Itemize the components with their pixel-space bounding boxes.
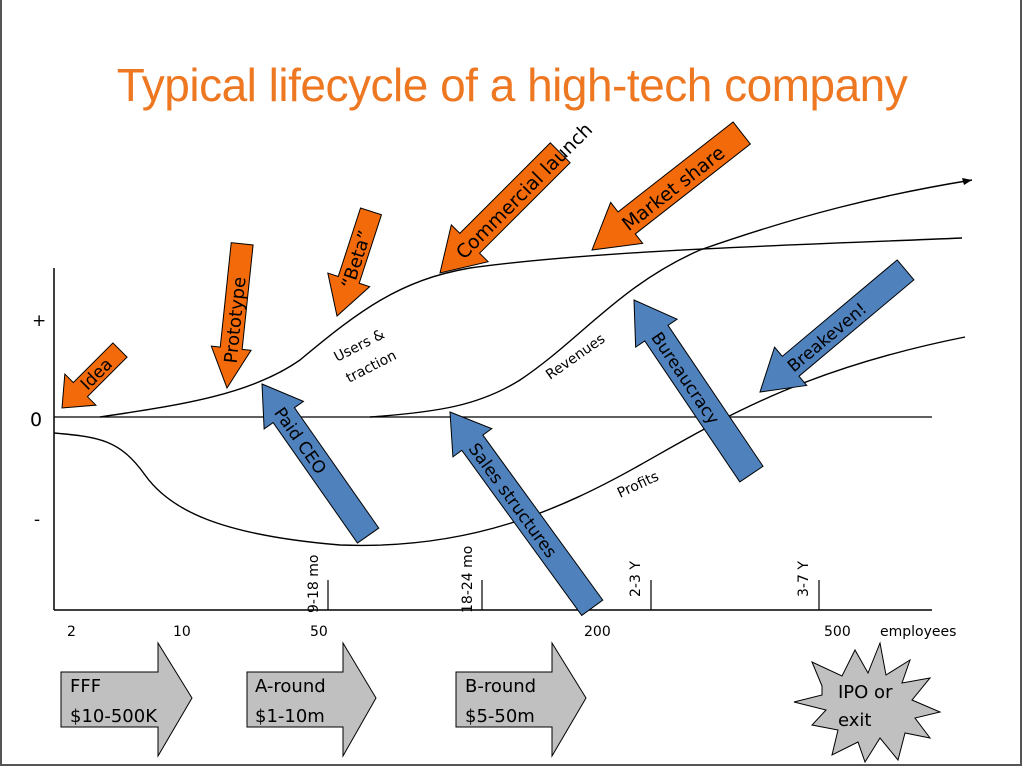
time-marker-3-7y: 3-7 Y	[796, 561, 812, 597]
market-share-arrow: Market share	[591, 121, 752, 251]
funding-a-round-arrow: A-round $1-10m	[246, 641, 377, 758]
ipo-exit-starburst: IPO or exit	[793, 641, 942, 764]
x-tick-500: 500	[824, 624, 851, 640]
x-tick-2: 2	[67, 624, 76, 640]
x-axis-unit: employees	[880, 624, 956, 640]
commercial-launch-arrow: Commercial launch	[439, 119, 597, 274]
profits-curve	[53, 336, 966, 547]
svg-text:A-round: A-round	[255, 676, 326, 697]
funding-fff-arrow: FFF $10-500K	[60, 641, 193, 758]
svg-text:Commercial launch: Commercial launch	[452, 119, 597, 264]
idea-arrow: Idea	[61, 342, 128, 409]
beta-arrow: “Beta”	[327, 207, 383, 317]
x-tick-10: 10	[173, 624, 191, 640]
users-traction-curve	[99, 237, 963, 418]
sales-structures-arrow: Sales structures	[449, 411, 604, 617]
funding-b-round-arrow: B-round $5-50m	[455, 641, 587, 758]
svg-text:Sales structures: Sales structures	[464, 440, 561, 562]
svg-text:$1-10m: $1-10m	[255, 706, 325, 727]
svg-text:$10-500K: $10-500K	[70, 706, 158, 727]
revenues-label: Revenues	[543, 331, 608, 383]
svg-text:Breakeven!: Breakeven!	[784, 299, 871, 377]
bureaucracy-arrow: Bureaucracy	[633, 299, 764, 483]
svg-text:B-round: B-round	[465, 676, 536, 697]
revenues-curve	[369, 179, 973, 418]
svg-text:Market share: Market share	[618, 142, 729, 236]
paid-ceo-arrow: Paid CEO	[261, 383, 380, 544]
svg-text:exit: exit	[838, 710, 871, 731]
slide-title: Typical lifecycle of a high-tech company	[116, 59, 908, 111]
svg-text:FFF: FFF	[70, 676, 101, 697]
profits-label: Profits	[615, 469, 661, 502]
y-label-plus: +	[32, 311, 46, 331]
breakeven-arrow: Breakeven!	[759, 259, 915, 393]
svg-text:IPO or: IPO or	[838, 682, 893, 703]
time-marker-2-3y: 2-3 Y	[628, 561, 644, 597]
svg-text:Bureaucracy: Bureaucracy	[646, 329, 722, 429]
y-label-zero: 0	[30, 409, 42, 431]
time-marker-9-18mo: 9-18 mo	[306, 555, 322, 613]
prototype-arrow: Prototype	[210, 242, 254, 390]
time-marker-18-24mo: 18-24 mo	[460, 546, 476, 613]
y-label-minus: -	[34, 510, 40, 530]
x-tick-200: 200	[584, 624, 611, 640]
svg-text:$5-50m: $5-50m	[465, 706, 535, 727]
x-tick-50: 50	[310, 624, 328, 640]
